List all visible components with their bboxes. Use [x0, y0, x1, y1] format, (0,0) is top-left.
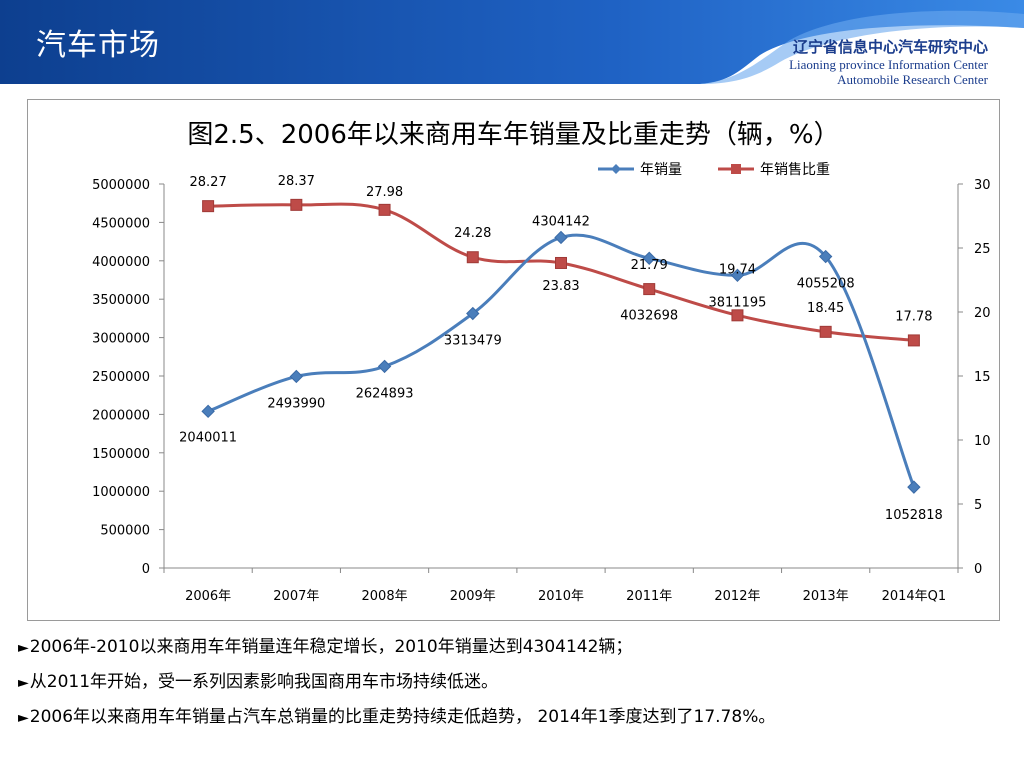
share-marker	[643, 283, 656, 296]
legend-label-volume: 年销量	[640, 162, 682, 178]
bullet-arrow-icon: ►	[18, 710, 29, 726]
share-data-label: 19.74	[719, 262, 756, 277]
share-marker	[555, 256, 567, 269]
volume-marker	[730, 268, 745, 283]
y-left-tick-label: 3000000	[92, 332, 150, 347]
share-marker	[378, 203, 391, 216]
x-tick-label: 2011年	[626, 589, 672, 604]
y-left-tick-label: 5000000	[92, 178, 150, 193]
series-line-volume	[207, 233, 916, 488]
volume-data-label: 3313479	[444, 334, 502, 349]
volume-data-label: 4032698	[620, 308, 678, 323]
y-left-tick-label: 2500000	[92, 370, 150, 385]
x-tick-label: 2013年	[803, 589, 849, 604]
volume-marker	[466, 306, 480, 321]
x-tick-label: 2012年	[714, 589, 760, 604]
chart-title: 图2.5、2006年以来商用车年销量及比重走势（辆，%）	[187, 120, 840, 150]
chart-panel: 图2.5、2006年以来商用车年销量及比重走势（辆，%） 0 500000 1000…	[27, 99, 1000, 621]
share-data-label: 28.37	[278, 174, 315, 189]
bullet-arrow-icon: ►	[18, 675, 29, 691]
y-left-tick-label: 4500000	[92, 216, 150, 231]
y-left-tick-label: 4000000	[92, 255, 150, 270]
share-data-label: 23.83	[542, 279, 579, 294]
y-left-tick-label: 3500000	[92, 293, 150, 308]
y-right-tick-label: 15	[974, 370, 991, 385]
volume-data-label: 2624893	[356, 386, 414, 401]
share-data-label: 17.78	[895, 309, 932, 324]
volume-data-label: 2040011	[179, 430, 237, 445]
share-marker	[731, 309, 744, 322]
banner-background	[0, 0, 1024, 90]
page-title: 汽车市场	[36, 28, 160, 63]
volume-data-label: 4055208	[797, 277, 855, 292]
note-text: 2006年以来商用车年销量占汽车总销量的比重走势持续走低趋势， 2014年1季度…	[29, 707, 776, 727]
legend-marker-share	[731, 164, 741, 174]
x-tick-label: 2010年	[538, 589, 584, 604]
note-text: 2006年-2010以来商用车年销量连年稳定增长，2010年销量达到430414…	[29, 637, 633, 657]
note-item: ►2006年-2010以来商用车年销量连年稳定增长，2010年销量达到43041…	[18, 630, 775, 665]
volume-marker	[289, 369, 304, 384]
y-left-tick-label: 1500000	[92, 447, 150, 462]
volume-marker	[907, 480, 921, 494]
note-item: ►从2011年开始，受一系列因素影响我国商用车市场持续低迷。	[18, 665, 775, 700]
y-right-tick-label: 25	[974, 242, 991, 257]
y-right-tick-label: 20	[974, 306, 991, 321]
y-right-tick-label: 30	[974, 178, 991, 193]
org-name-cn: 辽宁省信息中心汽车研究中心	[792, 38, 988, 56]
y-right-tick-label: 5	[974, 498, 982, 513]
note-text: 从2011年开始，受一系列因素影响我国商用车市场持续低迷。	[29, 672, 499, 692]
volume-marker	[554, 230, 568, 245]
volume-data-label: 1052818	[885, 508, 943, 523]
share-marker	[819, 325, 832, 338]
volume-marker	[201, 404, 215, 419]
volume-marker	[642, 251, 656, 265]
volume-data-label: 3811195	[708, 295, 766, 310]
volume-data-label: 4304142	[532, 214, 590, 229]
share-marker	[290, 198, 303, 211]
header-banner: 汽车市场 辽宁省信息中心汽车研究中心 Liaoning province Inf…	[0, 0, 1024, 90]
legend-marker-volume	[611, 164, 621, 174]
y-left-tick-label: 500000	[100, 524, 150, 539]
y-right-tick-label: 10	[974, 434, 991, 449]
volume-marker	[818, 249, 833, 264]
org-logo-text: 辽宁省信息中心汽车研究中心 Liaoning province Informat…	[789, 36, 988, 87]
y-right-tick-label: 0	[974, 562, 982, 577]
volume-marker	[377, 359, 392, 374]
share-data-label: 27.98	[366, 185, 403, 200]
x-tick-label: 2006年	[185, 589, 231, 604]
org-name-en-line1: Liaoning province Information Center	[789, 57, 988, 72]
x-tick-label: 2009年	[450, 589, 496, 604]
y-left-tick-label: 1000000	[92, 485, 150, 500]
x-tick-label: 2008年	[362, 589, 408, 604]
share-data-label: 24.28	[454, 226, 491, 241]
org-name-en-line2: Automobile Research Center	[837, 72, 988, 87]
volume-data-label: 2493990	[267, 396, 325, 411]
notes-list: ►2006年-2010以来商用车年销量连年稳定增长，2010年销量达到43041…	[18, 630, 775, 735]
x-tick-label: 2014年Q1	[882, 589, 947, 604]
share-data-label: 21.79	[631, 258, 668, 273]
share-marker	[907, 334, 920, 347]
x-tick-label: 2007年	[273, 589, 319, 604]
share-data-label: 28.27	[190, 175, 227, 190]
legend-label-share: 年销售比重	[760, 162, 830, 178]
y-left-tick-label: 0	[142, 562, 150, 577]
note-item: ►2006年以来商用车年销量占汽车总销量的比重走势持续走低趋势， 2014年1季…	[18, 700, 775, 735]
line-chart: 0 500000 1000000 1500000 2000000 2500000 30000…	[92, 162, 991, 604]
bullet-arrow-icon: ►	[18, 640, 29, 656]
share-marker	[202, 200, 215, 213]
share-data-label: 18.45	[807, 301, 844, 316]
share-marker	[466, 251, 479, 264]
y-left-tick-label: 2000000	[92, 408, 150, 423]
